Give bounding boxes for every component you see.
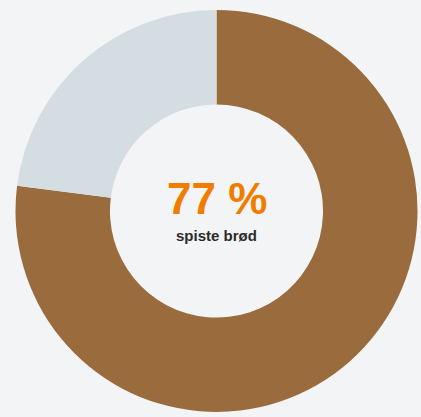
svg-text:77 %: 77 % (167, 174, 267, 223)
svg-text:spiste brød: spiste brød (176, 227, 257, 244)
